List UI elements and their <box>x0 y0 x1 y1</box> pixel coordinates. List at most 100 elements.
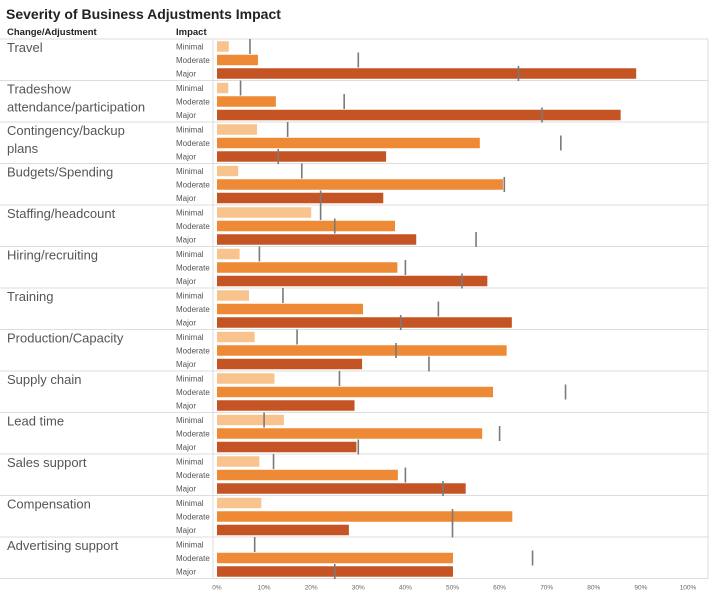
bar-lead-time-moderate <box>217 428 483 439</box>
impact-label-moderate: Moderate <box>176 264 210 273</box>
bar-travel-moderate <box>217 54 258 66</box>
x-tick-label: 50% <box>446 585 459 592</box>
bar-training-moderate <box>217 303 364 315</box>
impact-label-minimal: Minimal <box>176 292 204 301</box>
impact-label-moderate: Moderate <box>176 513 210 522</box>
bar-budgets-spending-moderate <box>217 179 503 190</box>
bar-tradeshow-attendance-participation-major <box>217 109 621 121</box>
category-label-compensation: Compensation <box>7 497 91 512</box>
bar-staffing-headcount-minimal <box>217 207 312 218</box>
bar-budgets-spending-minimal <box>217 165 239 177</box>
bar-supply-chain-major <box>217 400 355 411</box>
bar-travel-minimal <box>217 41 229 52</box>
impact-label-minimal: Minimal <box>176 333 204 342</box>
category-label-travel: Travel <box>7 40 43 55</box>
impact-label-major: Major <box>176 402 196 411</box>
bar-production-capacity-minimal <box>217 331 255 343</box>
impact-label-minimal: Minimal <box>176 167 204 176</box>
impact-label-minimal: Minimal <box>176 541 204 550</box>
impact-label-major: Major <box>176 153 196 162</box>
impact-label-minimal: Minimal <box>176 499 204 508</box>
bar-training-major <box>217 317 512 328</box>
impact-label-major: Major <box>176 194 196 203</box>
impact-label-moderate: Moderate <box>176 305 210 314</box>
bar-compensation-moderate <box>217 511 513 522</box>
impact-label-minimal: Minimal <box>176 126 204 135</box>
category-column-header: Change/Adjustment <box>7 27 97 38</box>
impact-label-major: Major <box>176 277 196 286</box>
x-tick-label: 80% <box>587 585 600 592</box>
impact-label-major: Major <box>176 236 196 245</box>
bar-production-capacity-major <box>217 358 363 370</box>
impact-label-major: Major <box>176 360 196 369</box>
impact-label-minimal: Minimal <box>176 209 204 218</box>
impact-label-moderate: Moderate <box>176 56 210 65</box>
bar-supply-chain-moderate <box>217 386 494 398</box>
bar-staffing-headcount-moderate <box>217 220 396 232</box>
category-label-lead-time: Lead time <box>7 414 64 429</box>
bar-sales-support-major <box>217 483 466 494</box>
bar-sales-support-moderate <box>217 469 398 481</box>
impact-label-moderate: Moderate <box>176 430 210 439</box>
category-label-supply-chain: Supply chain <box>7 372 81 387</box>
category-label-tradeshow-attendance-participation: Tradeshow attendance/participation <box>7 82 145 115</box>
impact-label-minimal: Minimal <box>176 375 204 384</box>
bar-staffing-headcount-major <box>217 234 417 245</box>
bar-sales-support-minimal <box>217 456 260 467</box>
impact-label-moderate: Moderate <box>176 554 210 563</box>
impact-label-moderate: Moderate <box>176 222 210 231</box>
impact-label-major: Major <box>176 485 196 494</box>
impact-label-major: Major <box>176 70 196 79</box>
category-label-hiring-recruiting: Hiring/recruiting <box>7 248 98 263</box>
bar-travel-major <box>217 68 637 79</box>
bar-contingency-backup-plans-moderate <box>217 137 480 149</box>
bar-hiring-recruiting-minimal <box>217 248 240 260</box>
category-label-production-capacity: Production/Capacity <box>7 331 124 346</box>
impact-label-moderate: Moderate <box>176 139 210 148</box>
impact-label-major: Major <box>176 111 196 120</box>
x-tick-label: 0% <box>212 585 222 592</box>
category-label-staffing-headcount: Staffing/headcount <box>7 206 116 221</box>
impact-label-major: Major <box>176 526 196 535</box>
bar-tradeshow-attendance-participation-minimal <box>217 82 229 94</box>
x-tick-label: 20% <box>305 585 318 592</box>
impact-column-header: Impact <box>176 27 207 38</box>
impact-label-minimal: Minimal <box>176 84 204 93</box>
x-tick-label: 40% <box>399 585 412 592</box>
category-label-training: Training <box>7 289 53 304</box>
bar-lead-time-major <box>217 441 357 453</box>
bar-contingency-backup-plans-minimal <box>217 124 258 135</box>
impact-label-moderate: Moderate <box>176 181 210 190</box>
impact-label-minimal: Minimal <box>176 458 204 467</box>
bar-training-minimal <box>217 290 250 301</box>
bar-tradeshow-attendance-participation-moderate <box>217 96 276 107</box>
category-label-advertising-support: Advertising support <box>7 538 119 553</box>
bar-lead-time-minimal <box>217 414 284 426</box>
impact-label-moderate: Moderate <box>176 347 210 356</box>
x-tick-label: 30% <box>352 585 365 592</box>
impact-label-major: Major <box>176 568 196 577</box>
impact-label-moderate: Moderate <box>176 388 210 397</box>
bar-advertising-support-moderate <box>217 552 453 564</box>
category-label-sales-support: Sales support <box>7 455 87 470</box>
impact-label-minimal: Minimal <box>176 416 204 425</box>
category-label-contingency-backup-plans: Contingency/backup plans <box>7 123 125 156</box>
bar-hiring-recruiting-moderate <box>217 262 398 273</box>
impact-label-major: Major <box>176 443 196 452</box>
bar-contingency-backup-plans-major <box>217 151 387 162</box>
bar-compensation-minimal <box>217 497 262 509</box>
bar-hiring-recruiting-major <box>217 275 488 287</box>
impact-label-moderate: Moderate <box>176 471 210 480</box>
category-label-budgets-spending: Budgets/Spending <box>7 165 113 180</box>
impact-label-minimal: Minimal <box>176 43 204 52</box>
x-tick-label: 70% <box>540 585 553 592</box>
bar-supply-chain-minimal <box>217 373 275 384</box>
x-tick-label: 90% <box>634 585 647 592</box>
bar-production-capacity-moderate <box>217 345 507 356</box>
x-tick-label: 10% <box>258 585 271 592</box>
impact-label-moderate: Moderate <box>176 98 210 107</box>
impact-label-minimal: Minimal <box>176 250 204 259</box>
x-tick-label: 100% <box>680 585 697 592</box>
chart-title: Severity of Business Adjustments Impact <box>6 6 281 22</box>
